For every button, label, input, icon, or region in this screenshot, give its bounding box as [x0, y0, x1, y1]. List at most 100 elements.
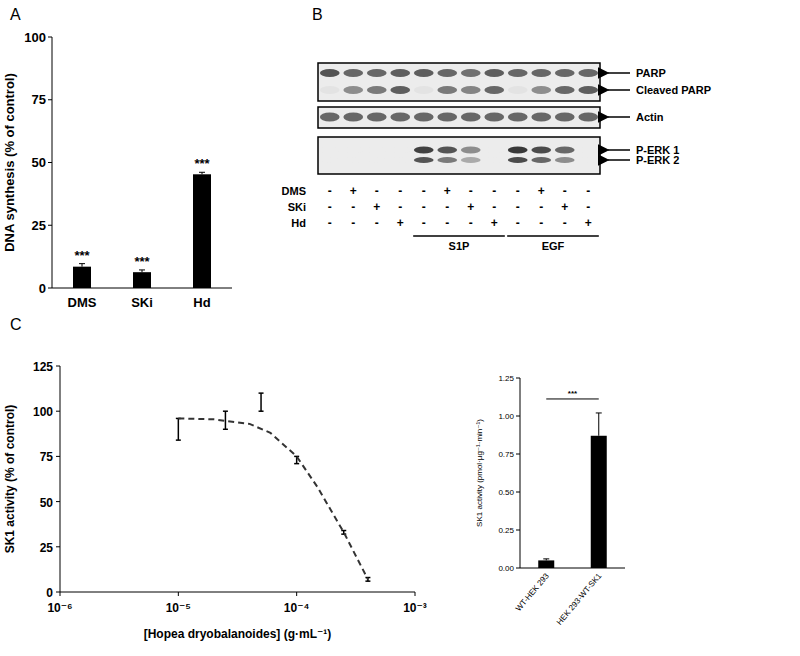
- band: [461, 86, 481, 94]
- band: [320, 113, 340, 122]
- band: [484, 113, 504, 122]
- bracket: [546, 398, 599, 399]
- band: [578, 69, 598, 77]
- band: [484, 147, 504, 154]
- error-line: [225, 411, 227, 429]
- treatment-sign: -: [328, 216, 332, 230]
- band: [555, 113, 575, 122]
- band: [555, 147, 575, 154]
- band: [437, 157, 457, 163]
- treatment-sign: -: [516, 184, 520, 198]
- error-line: [598, 413, 599, 436]
- y-tick-label: 0: [39, 281, 46, 296]
- band: [508, 147, 528, 154]
- treatment-sign: -: [516, 216, 520, 230]
- band: [437, 69, 457, 77]
- error-cap: [596, 412, 602, 413]
- treatment-sign: -: [445, 216, 449, 230]
- y-axis: [520, 378, 521, 568]
- treatment-sign: +: [350, 184, 357, 198]
- treatment-sign: -: [469, 216, 473, 230]
- x-tick-label: HEK 293-WT-SK1: [555, 571, 604, 627]
- y-axis: [60, 366, 61, 592]
- band: [343, 113, 363, 122]
- treatment-sign: +: [467, 200, 474, 214]
- y-tick: [48, 37, 52, 38]
- y-tick: [516, 454, 520, 455]
- band: [437, 113, 457, 122]
- y-tick-label: 0: [46, 586, 53, 600]
- treatment-sign: -: [492, 200, 496, 214]
- x-axis: [520, 568, 625, 569]
- error-bar: [543, 559, 549, 561]
- y-tick-label: 1.00: [498, 412, 514, 421]
- band: [320, 86, 340, 94]
- band: [414, 157, 434, 163]
- band: [390, 69, 410, 77]
- treatment-sign: -: [492, 184, 496, 198]
- error-cap: [543, 558, 549, 559]
- panel-label: A: [10, 6, 21, 23]
- band: [461, 69, 481, 77]
- plot-marks: [176, 393, 371, 581]
- error-cap: [294, 456, 299, 458]
- bar: [73, 267, 91, 288]
- x-tick-label: Hd: [193, 295, 210, 310]
- band: [578, 113, 598, 122]
- band-arrow: [608, 72, 630, 74]
- bar: [193, 174, 211, 288]
- band: [508, 86, 528, 94]
- y-axis-label: SK1 activity (% of control): [3, 405, 17, 554]
- band: [343, 86, 363, 94]
- error-cap: [223, 429, 228, 431]
- x-tick-label: WT-HEK 293: [514, 571, 551, 613]
- y-tick-label: 50: [32, 155, 46, 170]
- data-point: [176, 418, 181, 440]
- band-label: P-ERK 2: [636, 154, 679, 166]
- x-tick-label: 10⁻⁵: [166, 601, 191, 615]
- band: [531, 147, 551, 154]
- y-tick: [516, 530, 520, 531]
- y-tick-label: 125: [33, 360, 53, 374]
- treatment-sign: -: [375, 216, 379, 230]
- band: [414, 86, 434, 94]
- band: [390, 86, 410, 94]
- y-tick: [48, 162, 52, 163]
- x-tick-label: SKi: [131, 295, 153, 310]
- band: [414, 69, 434, 77]
- band-arrow: [608, 149, 630, 151]
- band: [531, 69, 551, 77]
- band-arrow: [608, 89, 630, 91]
- y-tick-label: 0.25: [498, 526, 514, 535]
- y-tick: [56, 592, 60, 593]
- x-tick-label: 10⁻³: [403, 601, 427, 615]
- group-line: [507, 235, 599, 237]
- y-tick-label: 75: [32, 92, 46, 107]
- x-tick: [60, 592, 61, 596]
- band: [390, 147, 410, 154]
- band: [484, 69, 504, 77]
- y-tick-label: 100: [33, 405, 53, 419]
- row-label: Hd: [291, 217, 306, 229]
- error-cap: [294, 463, 299, 465]
- y-tick-label: 0.75: [498, 450, 514, 459]
- treatment-sign: -: [351, 216, 355, 230]
- bars: [73, 172, 211, 288]
- treatment-sign: -: [539, 216, 543, 230]
- y-tick: [48, 225, 52, 226]
- y-axis-label: DNA synthesis (% of control): [2, 73, 17, 252]
- treatment-sign: -: [563, 216, 567, 230]
- bar: [538, 560, 554, 568]
- band: [578, 157, 598, 163]
- band: [343, 69, 363, 77]
- error-bar: [199, 172, 205, 174]
- x-tick: [415, 592, 416, 596]
- band: [367, 86, 387, 94]
- y-tick: [56, 501, 60, 502]
- y-tick-label: 0.50: [498, 488, 514, 497]
- band: [343, 157, 363, 163]
- y-tick: [48, 288, 52, 289]
- treatment-sign: -: [516, 200, 520, 214]
- y-axis-label: SK1 activity (pmol·µg⁻¹·min⁻¹): [475, 419, 484, 527]
- y-tick-label: 25: [40, 541, 54, 555]
